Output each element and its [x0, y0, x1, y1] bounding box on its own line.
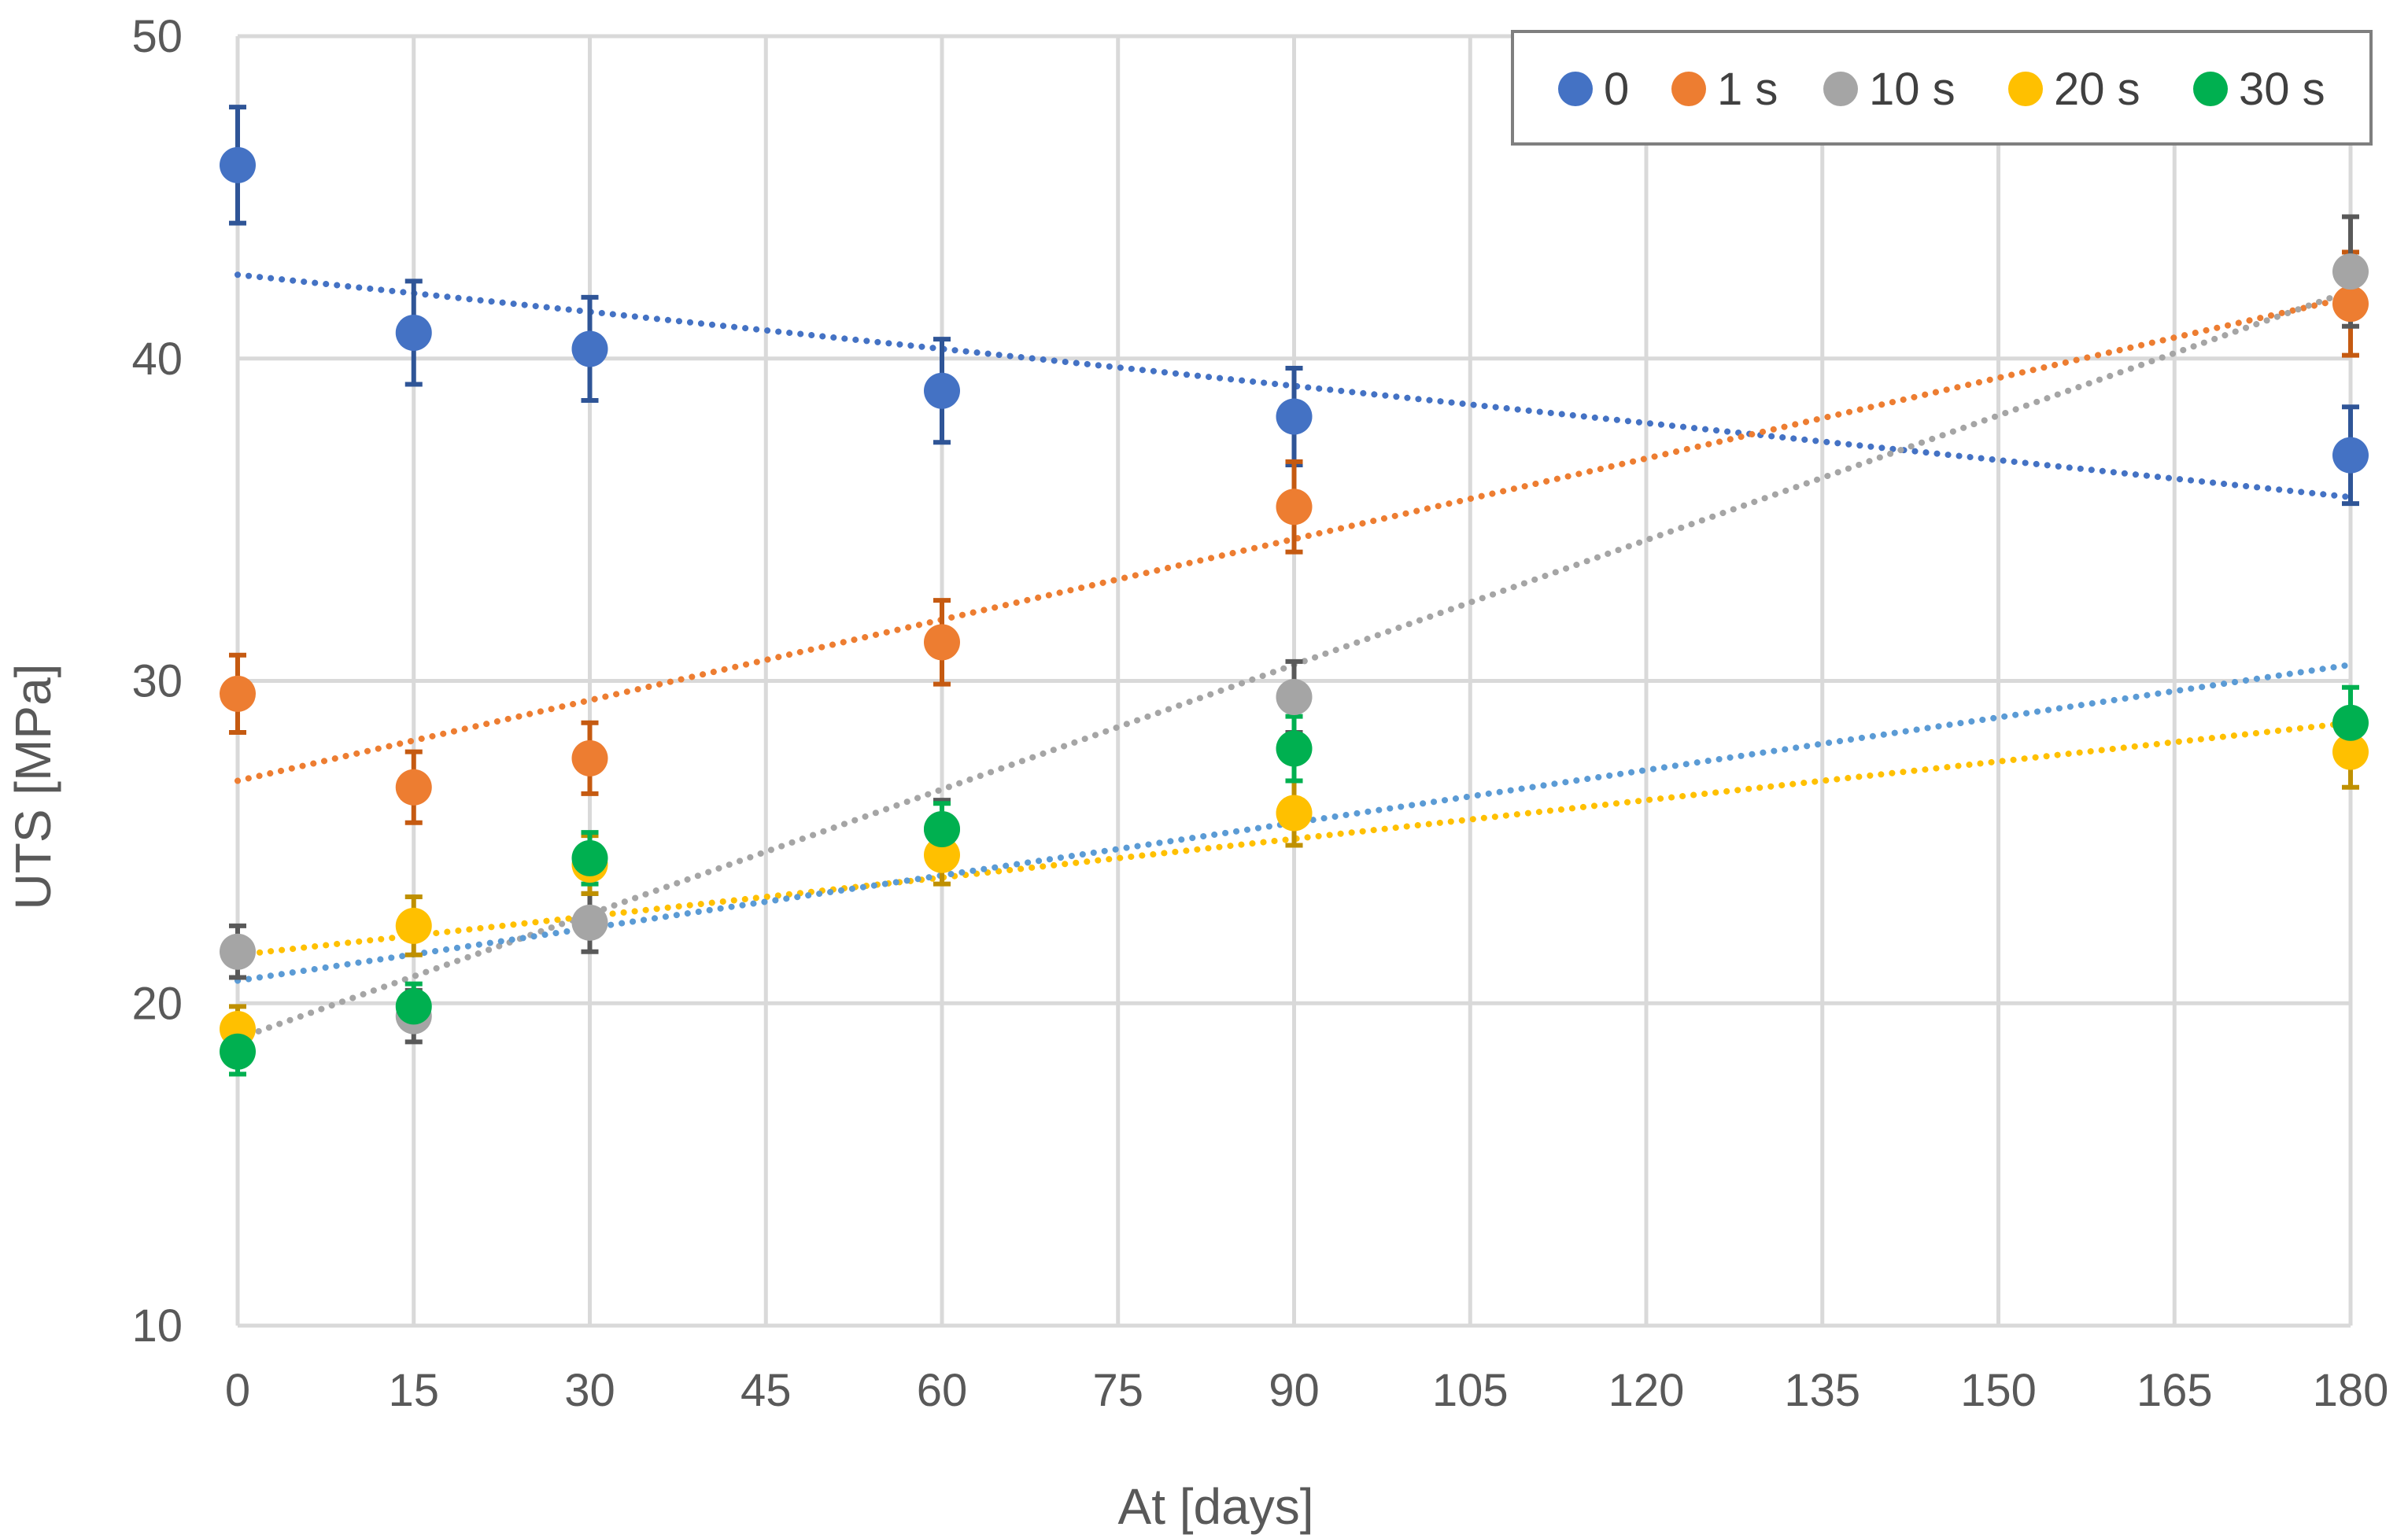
legend-marker [1823, 72, 1858, 106]
trendline-1s [235, 293, 2354, 784]
data-point-10s [2332, 253, 2369, 290]
x-tick-labels: 0 15 30 45 60 75 90 105 120 135 150 165 180 [225, 1365, 2389, 1416]
legend-label: 1 s [1717, 64, 1778, 115]
y-tick-label: 40 [131, 334, 183, 385]
data-point-1s [220, 675, 256, 712]
x-tick-label: 150 [1960, 1365, 2037, 1416]
data-point-20s [395, 907, 432, 944]
legend-marker [2008, 72, 2043, 106]
x-tick-label: 120 [1608, 1365, 1685, 1416]
data-point-30s [924, 810, 960, 847]
grid [235, 34, 2353, 1328]
data-point-1s [571, 739, 608, 776]
data-point-30s [2332, 704, 2369, 741]
x-tick-label: 75 [1092, 1365, 1143, 1416]
data-point-10s [220, 933, 256, 970]
x-tick-label: 60 [917, 1365, 968, 1416]
x-tick-label: 0 [225, 1365, 250, 1416]
y-tick-label: 20 [131, 978, 183, 1029]
data-point-30s [571, 839, 608, 876]
data-point-0 [1276, 398, 1313, 435]
data-point-30s [1276, 730, 1313, 767]
data-point-30s [220, 1033, 256, 1070]
data-point-10s [1276, 678, 1313, 715]
data-point-0 [395, 314, 432, 351]
data-point-30s [395, 988, 432, 1025]
legend-marker [1558, 72, 1593, 106]
data-point-0 [571, 330, 608, 367]
data-point-0 [2332, 437, 2369, 474]
x-tick-label: 15 [388, 1365, 439, 1416]
x-tick-label: 105 [1432, 1365, 1509, 1416]
data-point-1s [924, 624, 960, 661]
legend: 0 1 s 10 s 20 s 30 s [1511, 30, 2373, 146]
x-tick-label: 180 [2313, 1365, 2389, 1416]
x-axis-title: At [days] [1118, 1478, 1314, 1535]
x-tick-label: 165 [2137, 1365, 2213, 1416]
data-point-0 [924, 372, 960, 409]
legend-label: 10 s [1869, 64, 1956, 115]
data-points [220, 146, 2369, 1070]
x-tick-label: 45 [740, 1365, 792, 1416]
x-tick-label: 30 [564, 1365, 615, 1416]
data-point-1s [1276, 489, 1313, 526]
y-tick-label: 50 [131, 11, 183, 62]
data-point-0 [220, 146, 256, 183]
legend-marker [2193, 72, 2228, 106]
y-tick-label: 10 [131, 1300, 183, 1352]
legend-items: 0 1 s 10 s 20 s 30 s [1558, 64, 2325, 115]
data-point-10s [571, 904, 608, 941]
x-tick-label: 135 [1784, 1365, 1860, 1416]
y-tick-labels: 10 20 30 40 50 [131, 11, 183, 1352]
x-tick-label: 90 [1269, 1365, 1320, 1416]
data-point-20s [2332, 733, 2369, 770]
legend-label: 30 s [2239, 64, 2325, 115]
y-axis-title: UTS [MPa] [5, 664, 61, 910]
legend-box [1511, 30, 2373, 146]
data-point-20s [924, 836, 960, 873]
y-tick-label: 30 [131, 656, 183, 707]
data-point-1s [395, 769, 432, 806]
data-point-20s [1276, 795, 1313, 832]
legend-marker [1671, 72, 1706, 106]
legend-label: 0 [1604, 64, 1629, 115]
legend-label: 20 s [2054, 64, 2140, 115]
data-point-1s [2332, 286, 2369, 323]
